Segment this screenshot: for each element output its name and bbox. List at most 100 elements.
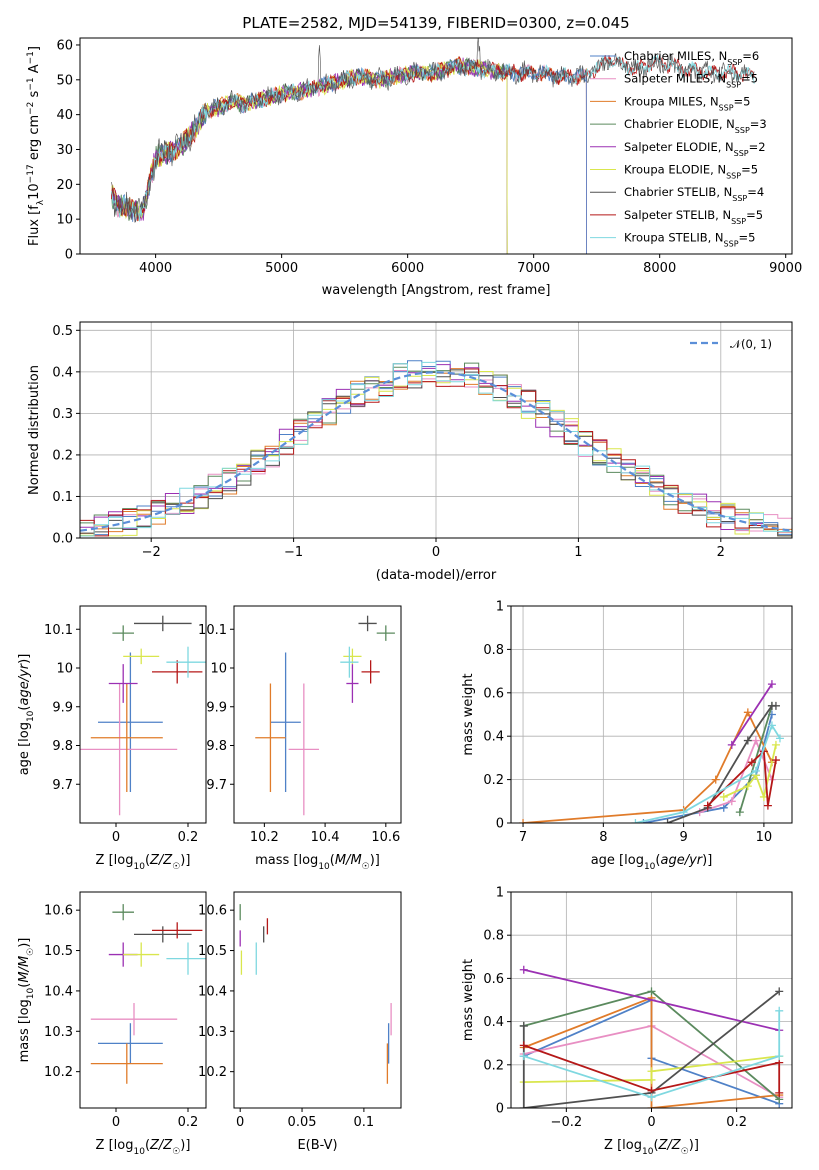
legend-label-chab_miles: Chabrier MILES, NSSP=6 bbox=[624, 49, 759, 67]
legend-sub: SSP bbox=[731, 216, 746, 225]
weight-marker bbox=[775, 1088, 784, 1097]
label-part: Flux [f bbox=[27, 205, 42, 246]
errorbar-chab_stelib bbox=[134, 615, 192, 632]
weight-line bbox=[523, 1055, 780, 1083]
legend-eq: =5 bbox=[741, 72, 758, 86]
x-axis-label: wavelength [Angstrom, rest frame] bbox=[322, 283, 551, 298]
errorbar-salp_stelib bbox=[361, 660, 380, 684]
label-part: 10 bbox=[642, 1147, 654, 1157]
y-tick-label: 0.8 bbox=[483, 643, 504, 658]
label-part: M/M bbox=[17, 956, 32, 983]
x-axis-label: Z [log10(Z/Z☉)] bbox=[96, 853, 191, 872]
x-tick-label: 5000 bbox=[265, 261, 298, 276]
x-axis-label: E(B-V) bbox=[297, 1138, 337, 1153]
y-tick-label: 0.8 bbox=[483, 929, 504, 944]
label-part: ☉ bbox=[172, 862, 180, 872]
weight-marker bbox=[647, 1067, 656, 1076]
label-part: erg cm bbox=[27, 115, 42, 164]
y-tick-label: 9.8 bbox=[52, 739, 73, 754]
x-axis-label: Z [log10(Z/Z☉)] bbox=[604, 1138, 699, 1157]
mass-vs-extinction-panel: 0 0.05 0.1 10.2 10.3 10.4 10.5 10.6 E(B-V) bbox=[198, 891, 402, 1153]
label-part: )] bbox=[370, 853, 380, 868]
label-part: ☉ bbox=[681, 1147, 689, 1157]
x-tick-label: 0.05 bbox=[288, 1115, 317, 1130]
weight-series-krou_elodie bbox=[719, 740, 780, 801]
legend-sub: SSP bbox=[724, 239, 739, 248]
x-tick-label: 0 bbox=[647, 1115, 655, 1130]
plot-area bbox=[80, 360, 792, 537]
x-tick-label: 10.6 bbox=[371, 830, 400, 845]
legend-text: Kroupa ELODIE, N bbox=[624, 163, 726, 177]
axes-frame bbox=[510, 605, 793, 824]
axes-frame bbox=[79, 891, 207, 1109]
y-tick-label: 9.7 bbox=[52, 778, 73, 793]
label-part: 10 bbox=[26, 710, 36, 722]
label-part: ( bbox=[655, 853, 660, 868]
legend-sub: SSP bbox=[732, 194, 747, 203]
y-tick-label: 0 bbox=[496, 1102, 504, 1117]
y-tick-label: 0.6 bbox=[483, 686, 504, 701]
plot-area bbox=[519, 965, 784, 1108]
y-tick-label: 10 bbox=[210, 662, 227, 677]
weight-line bbox=[731, 683, 773, 746]
y-tick-label: 10.1 bbox=[198, 623, 227, 638]
y-axis-label: mass weight bbox=[461, 673, 476, 755]
errorbar-salp_miles bbox=[90, 1003, 178, 1036]
legend-label-gaussian: 𝒩(0, 1) bbox=[730, 337, 772, 351]
gaussian-reference-line bbox=[80, 371, 792, 532]
weight-marker bbox=[771, 701, 780, 710]
weight-marker bbox=[727, 740, 736, 749]
x-tick-label: 9 bbox=[679, 830, 687, 845]
weight-vs-metallicity-panel: −0.2 0 0.2 0 0.2 0.4 0.6 0.8 1 Z [log10(Z/Z☉)] mas… bbox=[461, 886, 793, 1157]
weight-marker bbox=[727, 797, 736, 806]
weight-marker bbox=[719, 792, 728, 801]
label-part: ☉ bbox=[362, 862, 370, 872]
weight-marker bbox=[647, 1104, 656, 1108]
label-part: 10 bbox=[133, 862, 145, 872]
errorbar-krou_stelib bbox=[166, 942, 206, 975]
weight-marker bbox=[631, 819, 640, 823]
legend-label-krou_elodie: Kroupa ELODIE, NSSP=5 bbox=[624, 163, 758, 181]
y-tick-label: 0.4 bbox=[483, 730, 504, 745]
y-tick-label: 10.6 bbox=[198, 904, 227, 919]
legend-text: Chabrier MILES, N bbox=[624, 49, 727, 63]
errorbar-salp_stelib bbox=[152, 660, 203, 684]
x-tick-label: −2 bbox=[142, 545, 161, 560]
y-axis-label: Normed distribution bbox=[27, 365, 42, 495]
weight-series-salp_stelib bbox=[703, 747, 780, 810]
legend-label-krou_miles: Kroupa MILES, NSSP=5 bbox=[624, 94, 750, 112]
label-part: )] bbox=[17, 938, 32, 948]
y-tick-label: 9.9 bbox=[52, 700, 73, 715]
x-tick-label: 0.2 bbox=[178, 1115, 199, 1130]
x-tick-label: 0 bbox=[112, 830, 120, 845]
x-tick-label: 0 bbox=[432, 545, 440, 560]
x-tick-label: 1 bbox=[574, 545, 582, 560]
weight-marker bbox=[519, 1041, 528, 1050]
label-part: ( bbox=[17, 983, 32, 988]
label-part: 10 bbox=[644, 862, 656, 872]
label-part: ( bbox=[653, 1138, 658, 1153]
spectrum-panel: 4000 5000 6000 7000 8000 9000 0 10 20 30 40 50 60 wav… bbox=[26, 37, 802, 298]
weight-line bbox=[523, 996, 780, 1108]
x-tick-label: 7000 bbox=[517, 261, 550, 276]
x-axis-label: mass [log10(M/M☉)] bbox=[255, 853, 380, 872]
weight-marker bbox=[743, 708, 752, 717]
axes-frame bbox=[79, 37, 793, 255]
y-tick-label: 0.0 bbox=[52, 532, 73, 547]
label-part: 10 bbox=[27, 183, 42, 200]
x-tick-label: 0 bbox=[236, 1115, 244, 1130]
plot-area bbox=[90, 904, 206, 1084]
y-axis-label: mass weight bbox=[461, 959, 476, 1041]
legend-sub: SSP bbox=[726, 171, 741, 180]
y-axis-label: age [log10(age/yr)] bbox=[17, 654, 36, 776]
legend-text: Kroupa MILES, N bbox=[624, 94, 719, 108]
label-part: Z [log bbox=[604, 1138, 642, 1153]
weight-marker bbox=[775, 1006, 784, 1015]
legend-text: Chabrier ELODIE, N bbox=[624, 117, 735, 131]
legend-sub: SSP bbox=[726, 80, 741, 89]
errorbar-krou_miles bbox=[90, 683, 163, 792]
x-tick-label: 10.2 bbox=[250, 830, 279, 845]
label-part: 10 bbox=[133, 1147, 145, 1157]
legend-label-chab_stelib: Chabrier STELIB, NSSP=4 bbox=[624, 185, 764, 203]
